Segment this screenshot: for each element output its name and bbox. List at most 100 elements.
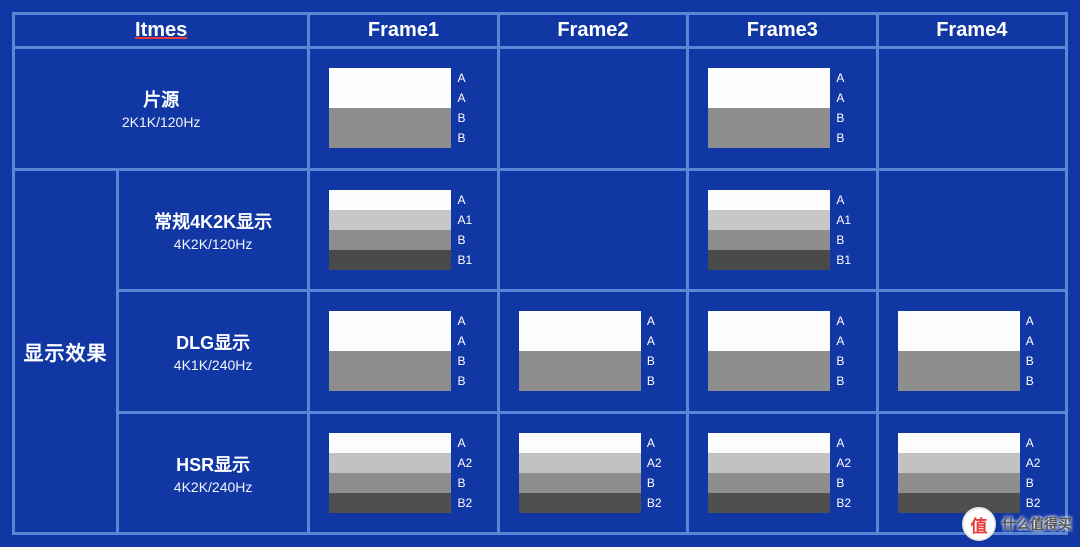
swatch: AA2BB2	[708, 433, 856, 513]
band	[329, 493, 451, 513]
band-label: A1	[457, 214, 477, 226]
band-label: A2	[836, 457, 856, 469]
band	[708, 371, 830, 391]
swatch: AABB	[708, 68, 856, 148]
row-title: DLG显示	[123, 329, 303, 355]
frame-cell: AA2BB2	[688, 412, 877, 534]
band	[329, 88, 451, 108]
band-label: B2	[1026, 497, 1046, 509]
band-label: B	[1026, 477, 1046, 489]
band	[898, 331, 1020, 351]
comparison-table: Itmes Frame1 Frame2 Frame3 Frame4 片源 2K1K…	[12, 12, 1068, 535]
band	[329, 453, 451, 473]
frame-cell: AABB	[309, 291, 498, 413]
swatch: AABB	[329, 68, 477, 148]
band	[708, 453, 830, 473]
swatch: AA2BB2	[329, 433, 477, 513]
band	[329, 128, 451, 148]
band-label: A	[457, 92, 477, 104]
band	[708, 88, 830, 108]
frame-cell	[877, 169, 1066, 291]
swatch: AA2BB2	[519, 433, 667, 513]
band-label: A	[836, 194, 856, 206]
band	[329, 108, 451, 128]
band	[329, 331, 451, 351]
band-label: B	[457, 132, 477, 144]
band-label: B	[836, 112, 856, 124]
swatch: A A1 B B1	[708, 190, 856, 270]
band-label: A	[836, 437, 856, 449]
band	[519, 331, 641, 351]
band-label: B	[836, 234, 856, 246]
band	[329, 190, 451, 210]
band	[519, 493, 641, 513]
swatch: AABB	[519, 311, 667, 391]
band-label: B	[836, 477, 856, 489]
band	[519, 351, 641, 371]
frame-cell: AA2BB2	[498, 412, 687, 534]
frame-cell: AABB	[688, 291, 877, 413]
swatch: A A2 B B2	[898, 433, 1046, 513]
header-frame4: Frame4	[877, 14, 1066, 48]
frame-cell	[498, 48, 687, 170]
frame-cell: AABB	[877, 291, 1066, 413]
row-title: 片源	[19, 86, 303, 112]
band-label: A2	[1026, 457, 1046, 469]
band-label: A2	[457, 457, 477, 469]
band	[329, 351, 451, 371]
band	[708, 493, 830, 513]
chart-canvas: Itmes Frame1 Frame2 Frame3 Frame4 片源 2K1K…	[0, 0, 1080, 547]
frame-cell: AA2BB2	[309, 412, 498, 534]
band	[708, 210, 830, 230]
band	[708, 128, 830, 148]
header-frame3: Frame3	[688, 14, 877, 48]
header-items: Itmes	[14, 14, 309, 48]
band-label: A	[836, 92, 856, 104]
band-label: B	[1026, 375, 1046, 387]
band-label: A	[836, 315, 856, 327]
band	[329, 210, 451, 230]
band-label: A	[836, 335, 856, 347]
row-label: 常规4K2K显示 4K2K/120Hz	[117, 169, 308, 291]
band	[898, 433, 1020, 453]
row-title: 常规4K2K显示	[123, 208, 303, 234]
band	[519, 371, 641, 391]
band	[898, 371, 1020, 391]
band	[329, 68, 451, 88]
row-label: 片源 2K1K/120Hz	[14, 48, 309, 170]
header-row: Itmes Frame1 Frame2 Frame3 Frame4	[14, 14, 1067, 48]
band-label: B	[836, 375, 856, 387]
band-label: A	[1026, 335, 1046, 347]
band	[519, 473, 641, 493]
band	[329, 473, 451, 493]
band-label: A	[457, 437, 477, 449]
band-label: B	[836, 355, 856, 367]
band-label: A	[836, 72, 856, 84]
row-subtitle: 4K2K/120Hz	[123, 236, 303, 252]
row-subtitle: 4K1K/240Hz	[123, 357, 303, 373]
row-subtitle: 2K1K/120Hz	[19, 114, 303, 130]
band	[708, 250, 830, 270]
band-label: B	[457, 375, 477, 387]
band-label: B	[647, 355, 667, 367]
row-label: DLG显示 4K1K/240Hz	[117, 291, 308, 413]
band-label: A	[1026, 437, 1046, 449]
band	[329, 371, 451, 391]
band-label: B	[457, 355, 477, 367]
band	[708, 351, 830, 371]
band-label: B1	[836, 254, 856, 266]
band-label: A	[647, 315, 667, 327]
frame-cell: AABB	[498, 291, 687, 413]
swatch: AABB	[329, 311, 477, 391]
band	[898, 473, 1020, 493]
band	[708, 190, 830, 210]
table-row: DLG显示4K1K/240HzAABBAABBAABBAABB	[14, 291, 1067, 413]
header-frame2: Frame2	[498, 14, 687, 48]
band-label: A1	[836, 214, 856, 226]
band	[708, 230, 830, 250]
band	[898, 351, 1020, 371]
band-label: B2	[457, 497, 477, 509]
band-label: A	[1026, 315, 1046, 327]
band	[519, 311, 641, 331]
band-label: A	[647, 335, 667, 347]
